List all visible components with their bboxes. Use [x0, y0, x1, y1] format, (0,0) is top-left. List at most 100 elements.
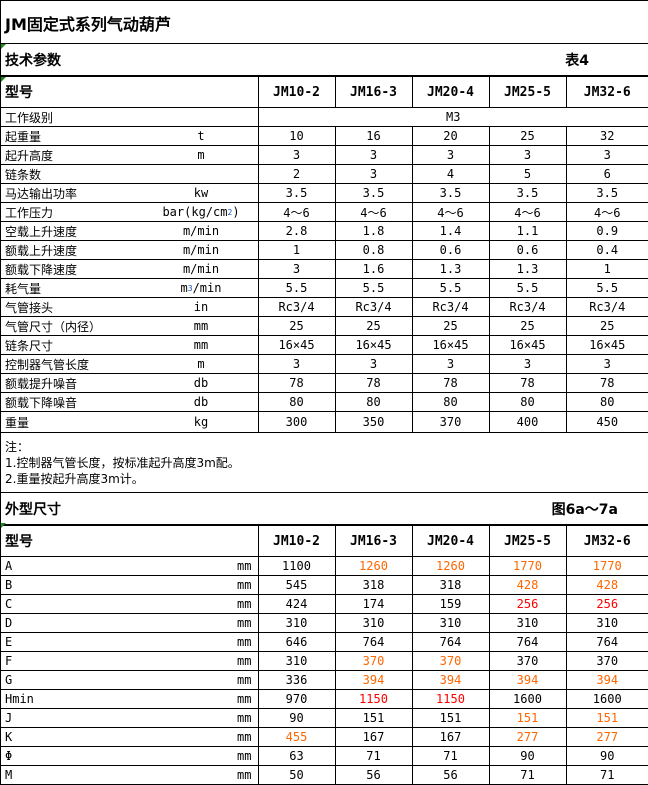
dim-value: 71: [565, 765, 648, 785]
spec-value: 4～6: [257, 202, 336, 222]
spec-value: 1.1: [488, 221, 567, 241]
model-col: JM20-4: [411, 76, 490, 108]
spec-unit: m: [141, 356, 257, 373]
spec-label: 起升高度 m: [1, 145, 259, 165]
dim-unit: mm: [237, 673, 252, 687]
dim-value: 394: [565, 670, 648, 690]
dim-value: 318: [334, 575, 413, 595]
spec-label-text: 气管接头: [5, 300, 54, 315]
spec-row: 控制器气管长度 m 3 3 3 3 3: [1, 354, 648, 374]
spec-value: 5.5: [411, 278, 490, 298]
spec-row: 工作压力 bar(kg/cm 2) 4～6 4～6 4～6 4～6 4～6: [1, 202, 648, 222]
spec-value: 3.5: [488, 183, 567, 203]
unit-text: m/min: [182, 243, 220, 257]
spec-label: 额载上升速度 m/min: [1, 240, 259, 260]
dim-value: 310: [334, 613, 413, 633]
dim-value: 310: [257, 651, 336, 671]
spec-label-text: 耗气量: [5, 281, 42, 296]
dim-value: 428: [565, 575, 648, 595]
spec-value: 80: [257, 392, 336, 412]
spec-label-text: 起升高度: [5, 148, 54, 163]
spec-value: 80: [411, 392, 490, 412]
note-line: 1.控制器气管长度，按标准起升高度3m配。: [5, 456, 240, 470]
spec-section-header: 技术参数 表4: [1, 44, 648, 76]
spec-label-text: 额载上升速度: [5, 243, 78, 258]
spec-table: 型号 JM10-2 JM16-3 JM20-4 JM25-5 JM32-6 工作…: [1, 76, 648, 433]
dim-value: 1150: [411, 689, 490, 709]
dim-value: 277: [565, 727, 648, 747]
spec-value: 20: [411, 126, 490, 146]
dim-value: 764: [411, 632, 490, 652]
dim-value: 256: [488, 594, 567, 614]
notes: 注： 1.控制器气管长度，按标准起升高度3m配。 2.重量按起升高度3m计。: [1, 433, 648, 493]
spec-label: 气管接头 in: [1, 297, 259, 317]
dim-value: 1100: [257, 556, 336, 576]
spec-value: 3: [257, 145, 336, 165]
unit-superscript: 2: [227, 207, 233, 217]
dim-value: 50: [257, 765, 336, 785]
spec-unit: t: [141, 128, 257, 145]
unit-text: kw: [193, 186, 209, 200]
spec-label: 额载提升噪音 db: [1, 373, 259, 393]
spec-label-text: 空载上升速度: [5, 224, 78, 239]
dim-unit: mm: [237, 578, 252, 592]
spec-label-text: 重量: [5, 415, 30, 430]
spec-row: 额载提升噪音 db 78 78 78 78 78: [1, 373, 648, 393]
spec-value: 25: [565, 316, 648, 336]
spec-unit: m 3/min: [141, 280, 257, 297]
spec-value: Rc3/4: [257, 297, 336, 317]
dim-value: 545: [257, 575, 336, 595]
spec-label-text: 链条尺寸: [5, 338, 54, 353]
dim-value: 1770: [488, 556, 567, 576]
spec-row: 重量 kg 300 350 370 400 450: [1, 411, 648, 433]
dim-value: 1600: [488, 689, 567, 709]
dim-label-text: J: [5, 711, 13, 725]
spec-label: 链条数: [1, 164, 259, 184]
dim-value: 71: [488, 765, 567, 785]
spec-label-text: 额载下降噪音: [5, 395, 78, 410]
spec-value: 3.5: [411, 183, 490, 203]
unit-text: m/min: [182, 262, 220, 276]
dim-unit: mm: [237, 654, 252, 668]
dim-value: 174: [334, 594, 413, 614]
model-col: JM25-5: [488, 76, 567, 108]
dim-label-text: Φ: [5, 749, 13, 763]
model-col: JM32-6: [565, 76, 648, 108]
spec-value: 350: [334, 411, 413, 433]
spec-value: 3: [411, 145, 490, 165]
dim-figure-ref: 图6a～7a: [551, 501, 618, 518]
work-class-row: 工作级别 M3: [1, 107, 648, 127]
spec-value: 2.8: [257, 221, 336, 241]
spec-value: 0.8: [334, 240, 413, 260]
dim-value: 310: [257, 613, 336, 633]
spec-value: 4～6: [565, 202, 648, 222]
unit-text: /min: [192, 281, 222, 295]
dim-value: 71: [411, 746, 490, 766]
spec-label: 重量 kg: [1, 411, 259, 433]
spec-row: 起重量 t 10 16 20 25 32: [1, 126, 648, 146]
dim-unit: mm: [237, 692, 252, 706]
dim-value: 151: [334, 708, 413, 728]
spec-value: Rc3/4: [334, 297, 413, 317]
dim-value: 310: [488, 613, 567, 633]
model-header: 型号: [1, 76, 259, 108]
unit-text: m: [197, 148, 205, 162]
dim-value: 394: [334, 670, 413, 690]
note-line: 注：: [5, 440, 30, 454]
spec-row: 额载下降速度 m/min 3 1.6 1.3 1.3 1: [1, 259, 648, 279]
spec-value: 3.5: [565, 183, 648, 203]
spec-value: 25: [334, 316, 413, 336]
spec-value: 5: [488, 164, 567, 184]
spec-value: 16×45: [488, 335, 567, 355]
spec-value: 4～6: [411, 202, 490, 222]
spec-value: 3: [257, 259, 336, 279]
dim-value: 1600: [565, 689, 648, 709]
model-col: JM16-3: [334, 76, 413, 108]
spec-label-text: 链条数: [5, 167, 42, 182]
